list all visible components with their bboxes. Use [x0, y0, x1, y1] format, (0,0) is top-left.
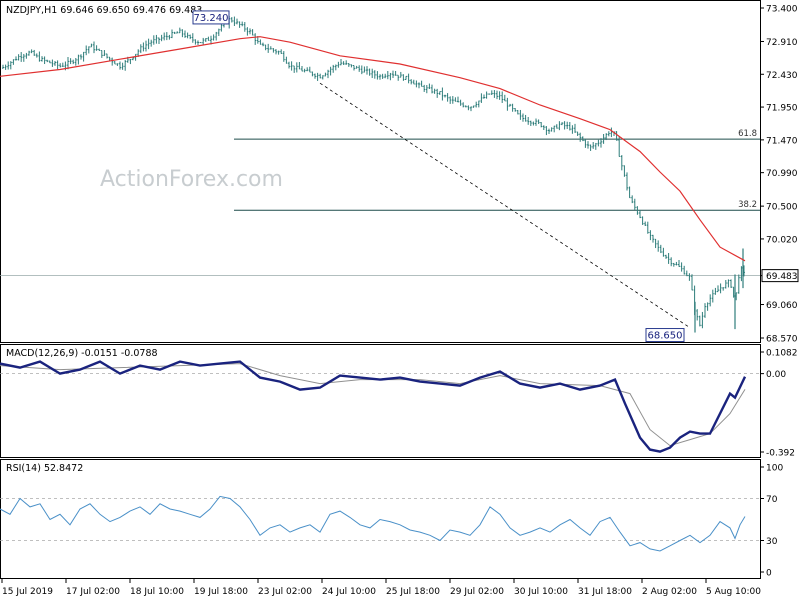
x-tick-label: 19 Jul 18:00: [194, 587, 248, 597]
price-y-tick-label: 72.430: [766, 71, 798, 81]
rsi-header: RSI(14) 52.8472: [6, 463, 83, 474]
high-label-box: [192, 10, 230, 25]
x-tick-label: 31 Jul 18:00: [578, 587, 632, 597]
x-tick-label: 2 Aug 02:00: [642, 587, 697, 597]
rsi-y-tick-label: 30: [766, 537, 778, 547]
price-y-tick-label: 70.020: [766, 235, 798, 245]
x-tick-label: 5 Aug 10:00: [706, 587, 761, 597]
rsi-line: [0, 495, 746, 552]
x-tick-label: 25 Jul 18:00: [386, 587, 440, 597]
current-price-box: [761, 269, 799, 283]
rsi-y-tick-label: 70: [766, 495, 778, 505]
price-y-tick-label: 68.570: [766, 335, 798, 345]
x-tick-label: 30 Jul 10:00: [514, 587, 568, 597]
price-y-tick-label: 69.483: [766, 272, 798, 282]
macd-y-tick-label: -0.392: [766, 449, 795, 459]
rsi-y-tick-label: 0: [766, 569, 772, 579]
macd-y-tick-label: 0.00: [766, 370, 786, 380]
rsi-panel: [0, 459, 761, 579]
fib-level-label: 61.8: [738, 129, 757, 139]
x-tick-label: 23 Jul 02:00: [258, 587, 312, 597]
low-label-box: [645, 328, 685, 343]
macd-header: MACD(12,26,9) -0.0151 -0.0788: [6, 348, 158, 359]
price-y-tick-label: 69.060: [766, 301, 798, 311]
price-y-tick-label: 70.990: [766, 169, 798, 179]
trendline: [319, 82, 691, 329]
price-y-tick-label: 71.950: [766, 104, 798, 114]
watermark: ActionForex.com: [100, 167, 283, 192]
price-y-tick-label: 71.470: [766, 136, 798, 146]
x-tick-label: 17 Jul 02:00: [66, 587, 120, 597]
x-tick-label: 18 Jul 10:00: [130, 587, 184, 597]
macd-line: [0, 360, 747, 453]
price-y-tick-label: 72.910: [766, 38, 798, 48]
price-y-tick-label: 70.500: [766, 203, 798, 213]
x-tick-label: 24 Jul 10:00: [322, 587, 376, 597]
macd-signal-line: [0, 363, 746, 447]
fib-level-label: 38.2: [738, 200, 757, 210]
rsi-y-tick-label: 100: [766, 464, 783, 474]
low-label: 68.650: [648, 331, 683, 342]
price-y-tick-label: 73.400: [766, 5, 798, 15]
x-tick-label: 29 Jul 02:00: [450, 587, 504, 597]
x-tick-label: 15 Jul 2019: [2, 587, 53, 597]
high-label: 73.240: [194, 13, 229, 24]
sma-line: [0, 36, 746, 262]
macd-panel: [0, 344, 761, 458]
price-header: NZDJPY,H1 69.646 69.650 69.476 69.483: [6, 5, 202, 16]
macd-y-tick-label: 0.1082: [766, 349, 798, 359]
